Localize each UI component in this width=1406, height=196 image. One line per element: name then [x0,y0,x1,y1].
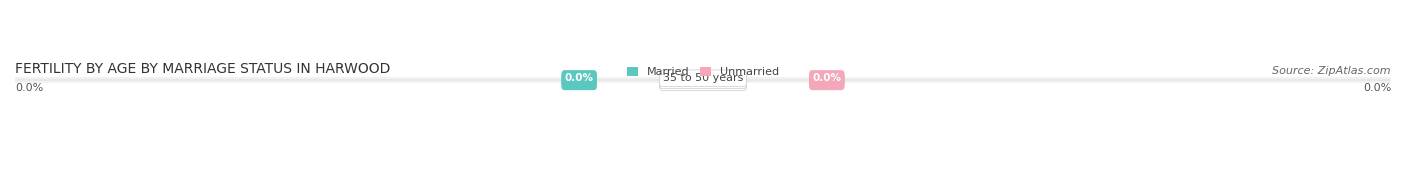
Text: 0.0%: 0.0% [813,75,841,85]
Text: FERTILITY BY AGE BY MARRIAGE STATUS IN HARWOOD: FERTILITY BY AGE BY MARRIAGE STATUS IN H… [15,62,391,76]
Text: 0.0%: 0.0% [565,75,593,85]
Legend: Married, Unmarried: Married, Unmarried [621,62,785,81]
Bar [15,77,1391,79]
Text: 0.0%: 0.0% [15,83,44,93]
Text: 0.0%: 0.0% [813,77,841,87]
Text: 0.0%: 0.0% [1362,83,1391,93]
Text: 15 to 19 years: 15 to 19 years [662,77,744,87]
Bar [15,81,1391,83]
Text: Source: ZipAtlas.com: Source: ZipAtlas.com [1272,66,1391,76]
Text: 35 to 50 years: 35 to 50 years [662,73,744,83]
Text: 0.0%: 0.0% [813,73,841,83]
Text: 0.0%: 0.0% [565,77,593,87]
Text: 0.0%: 0.0% [565,73,593,83]
Bar [15,79,1391,81]
Text: 20 to 34 years: 20 to 34 years [662,75,744,85]
